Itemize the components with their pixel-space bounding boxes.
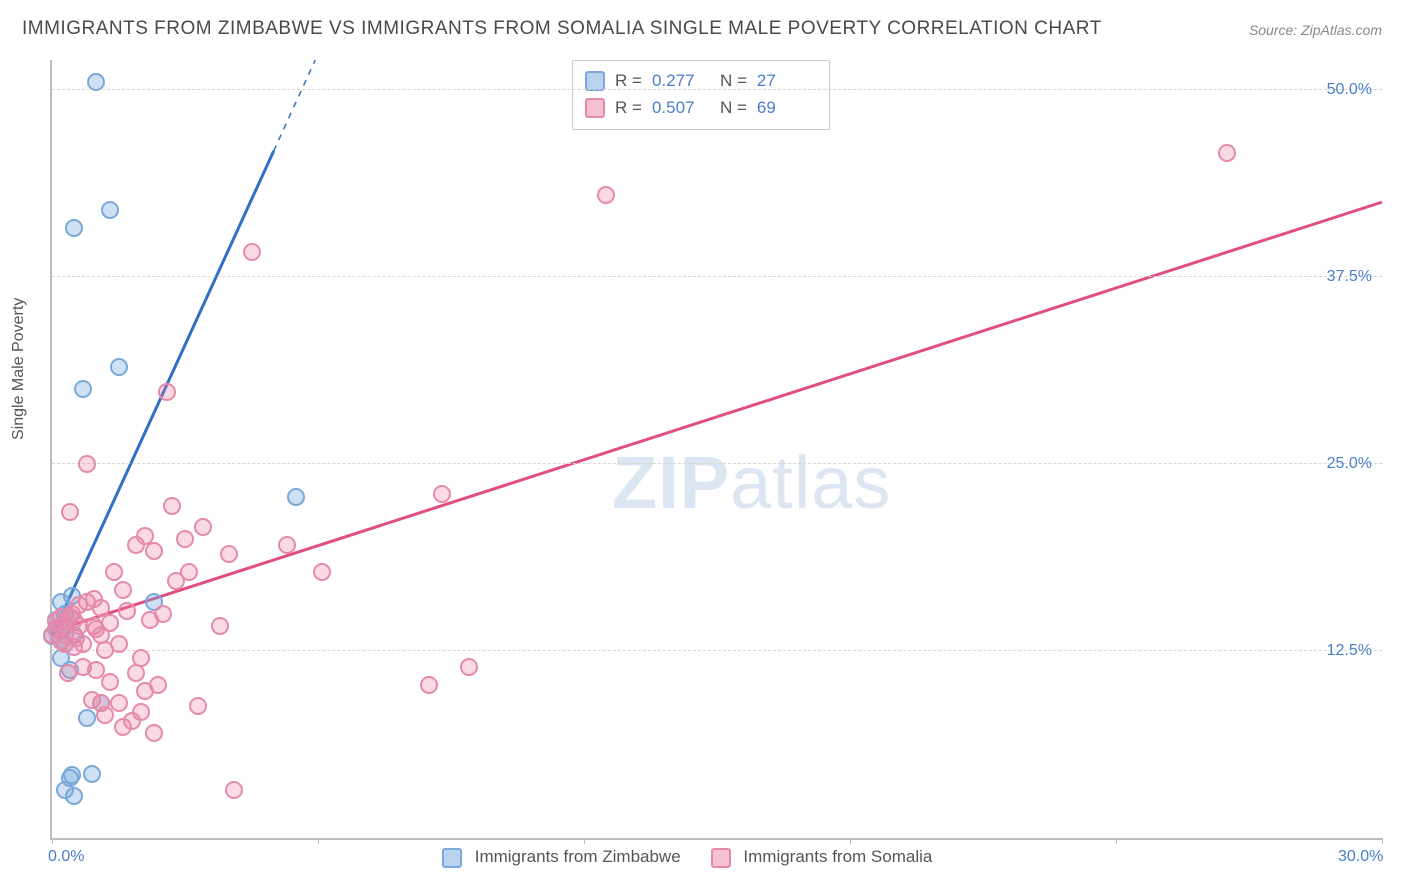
point-somalia [1218, 144, 1236, 162]
point-zimbabwe [110, 358, 128, 376]
point-somalia [149, 676, 167, 694]
point-somalia [101, 614, 119, 632]
ytick-label: 50.0% [1327, 81, 1372, 99]
point-somalia [132, 703, 150, 721]
point-somalia [313, 563, 331, 581]
point-somalia [180, 563, 198, 581]
r-value-zimbabwe: 0.277 [652, 67, 710, 94]
point-somalia [597, 186, 615, 204]
point-somalia [194, 518, 212, 536]
y-axis-label: Single Male Poverty [10, 298, 28, 440]
point-somalia [101, 673, 119, 691]
legend-label-somalia: Immigrants from Somalia [743, 847, 932, 866]
xtick-mark [1382, 838, 1383, 844]
xtick-label: 0.0% [48, 848, 84, 866]
n-value-somalia: 69 [757, 94, 815, 121]
point-somalia [211, 617, 229, 635]
point-somalia [460, 658, 478, 676]
legend-item-somalia: Immigrants from Somalia [711, 847, 933, 868]
point-zimbabwe [74, 380, 92, 398]
swatch-pink-icon [711, 848, 731, 868]
n-label: N = [720, 67, 747, 94]
point-zimbabwe [78, 709, 96, 727]
ytick-label: 12.5% [1327, 642, 1372, 660]
point-zimbabwe [65, 787, 83, 805]
point-zimbabwe [65, 219, 83, 237]
point-somalia [154, 605, 172, 623]
point-somalia [420, 676, 438, 694]
stats-row-somalia: R = 0.507 N = 69 [585, 94, 815, 121]
point-somalia [163, 497, 181, 515]
xtick-mark [318, 838, 319, 844]
point-somalia [145, 724, 163, 742]
watermark-zip: ZIP [612, 441, 730, 524]
xtick-label: 30.0% [1338, 848, 1383, 866]
point-somalia [110, 694, 128, 712]
trendline-somalia [52, 202, 1382, 631]
legend-item-zimbabwe: Immigrants from Zimbabwe [442, 847, 681, 868]
swatch-blue-icon [585, 71, 605, 91]
bottom-legend: Immigrants from Zimbabwe Immigrants from… [442, 847, 932, 868]
point-somalia [220, 545, 238, 563]
gridline [52, 276, 1382, 277]
xtick-mark [584, 838, 585, 844]
scatter-plot-area: ZIPatlas R = 0.277 N = 27 R = 0.507 N = … [50, 60, 1382, 840]
source-label: Source: ZipAtlas.com [1249, 22, 1382, 38]
xtick-mark [52, 838, 53, 844]
point-somalia [61, 503, 79, 521]
swatch-blue-icon [442, 848, 462, 868]
r-value-somalia: 0.507 [652, 94, 710, 121]
point-somalia [74, 635, 92, 653]
point-somalia [114, 581, 132, 599]
point-somalia [145, 542, 163, 560]
gridline [52, 463, 1382, 464]
point-somalia [189, 697, 207, 715]
point-somalia [176, 530, 194, 548]
point-zimbabwe [83, 765, 101, 783]
xtick-mark [850, 838, 851, 844]
point-somalia [278, 536, 296, 554]
point-zimbabwe [287, 488, 305, 506]
swatch-pink-icon [585, 98, 605, 118]
point-somalia [158, 383, 176, 401]
trend-lines-svg [52, 60, 1382, 838]
watermark: ZIPatlas [612, 440, 891, 525]
point-somalia [225, 781, 243, 799]
point-somalia [110, 635, 128, 653]
stats-row-zimbabwe: R = 0.277 N = 27 [585, 67, 815, 94]
gridline [52, 650, 1382, 651]
point-zimbabwe [87, 73, 105, 91]
n-label: N = [720, 94, 747, 121]
point-somalia [243, 243, 261, 261]
trendline-zimbabwe-dashed [274, 60, 316, 151]
point-zimbabwe [63, 766, 81, 784]
n-value-zimbabwe: 27 [757, 67, 815, 94]
point-zimbabwe [101, 201, 119, 219]
r-label: R = [615, 67, 642, 94]
point-somalia [132, 649, 150, 667]
legend-label-zimbabwe: Immigrants from Zimbabwe [475, 847, 681, 866]
ytick-label: 25.0% [1327, 455, 1372, 473]
gridline [52, 89, 1382, 90]
point-somalia [105, 563, 123, 581]
watermark-atlas: atlas [730, 441, 891, 524]
stats-legend-box: R = 0.277 N = 27 R = 0.507 N = 69 [572, 60, 830, 130]
xtick-mark [1116, 838, 1117, 844]
chart-title: IMMIGRANTS FROM ZIMBABWE VS IMMIGRANTS F… [22, 18, 1102, 40]
r-label: R = [615, 94, 642, 121]
point-somalia [78, 455, 96, 473]
point-somalia [118, 602, 136, 620]
point-somalia [433, 485, 451, 503]
ytick-label: 37.5% [1327, 268, 1372, 286]
